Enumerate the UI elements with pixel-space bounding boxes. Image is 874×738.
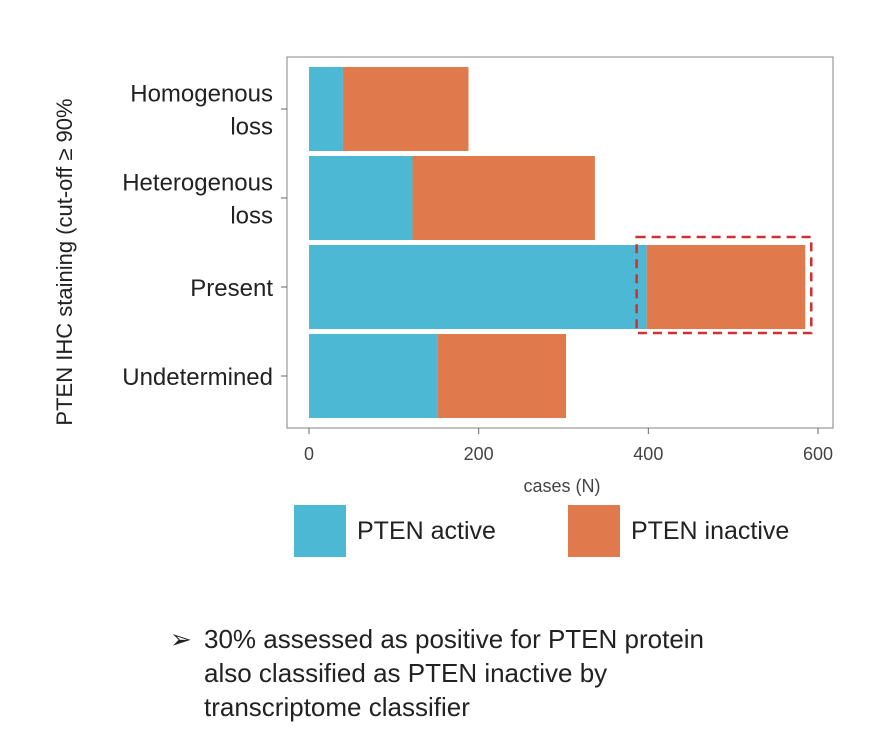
y-tick-label: loss <box>230 114 273 141</box>
x-tick-label: 400 <box>633 444 663 464</box>
legend: PTEN active PTEN inactive <box>294 505 861 557</box>
bar-pten-active-1 <box>309 156 413 240</box>
bar-pten-inactive-3 <box>437 334 567 418</box>
x-tick-label: 200 <box>464 444 494 464</box>
y-tick-label: Homogenous <box>130 81 273 108</box>
bar-pten-inactive-0 <box>342 67 469 151</box>
bar-pten-inactive-1 <box>412 156 595 240</box>
legend-label-pten-active: PTEN active <box>357 516 496 545</box>
y-tick-label: Present <box>190 275 273 302</box>
note-line: also classified as PTEN inactive by <box>204 658 608 688</box>
legend-label-pten-inactive: PTEN inactive <box>630 516 790 545</box>
y-axis-label: PTEN IHC staining (cut-off ≥ 90% <box>52 98 77 425</box>
x-tick-label: 600 <box>803 444 833 464</box>
bar-pten-active-2 <box>309 245 647 329</box>
bar-pten-active-3 <box>309 334 438 418</box>
y-tick-label: loss <box>230 203 273 230</box>
legend-swatch-pten-inactive <box>567 505 620 557</box>
y-tick-label: Undetermined <box>122 364 273 391</box>
legend-swatch-pten-active <box>294 505 346 557</box>
chart: Homogenous loss Heterogenous loss Present Und… <box>52 56 834 496</box>
note-line: 30% assessed as positive for PTEN protei… <box>204 624 705 654</box>
x-tick-label: 0 <box>304 444 314 464</box>
note-text: 30% assessed as positive for PTEN protei… <box>204 622 704 724</box>
legend-item-pten-inactive: PTEN inactive <box>567 505 790 557</box>
plot-frame <box>286 56 834 429</box>
note: ➢ 30% assessed as positive for PTEN prot… <box>170 622 860 724</box>
bar-pten-inactive-2 <box>646 245 806 329</box>
note-line: transcriptome classifier <box>204 692 470 722</box>
bar-pten-active-0 <box>309 67 343 151</box>
legend-item-pten-active: PTEN active <box>294 505 496 557</box>
x-axis-label: cases (N) <box>523 476 600 496</box>
y-tick-label: Heterogenous <box>122 170 273 197</box>
arrow-bullet-icon: ➢ <box>170 624 192 654</box>
